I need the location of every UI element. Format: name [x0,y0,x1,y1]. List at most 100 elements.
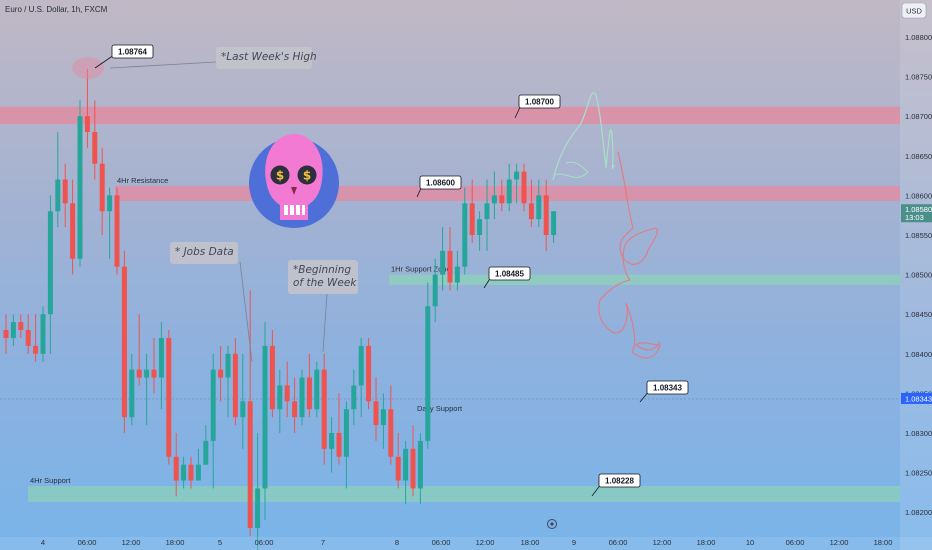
candle [292,377,298,433]
note-jobs-data-bg [170,242,238,264]
callout-label: 1.08600 [426,179,455,188]
projection-down-stroke [598,151,661,359]
candle-body [129,369,135,418]
y-tick-label: 1.08400 [905,350,932,359]
candle [314,361,320,418]
note-pointer [322,293,328,353]
zone-label: 1Hr Support Zone [391,265,451,274]
candle [551,211,557,243]
candle [432,258,438,323]
candle-body [551,211,557,235]
candle-body [432,274,438,307]
zone-label: 4Hr Resistance [117,176,168,185]
candle [410,425,416,497]
candle-body [336,433,342,457]
y-tick-label: 1.08650 [905,152,932,161]
price-callout: 1.08764 [94,44,154,69]
x-tick-label: 06:00 [78,538,97,547]
candle-body [358,345,364,386]
candle-body [321,369,327,449]
candle [477,211,483,251]
candle-body [247,401,253,529]
x-tick-label: 5 [218,538,222,547]
candle [491,171,497,220]
x-tick-label: 06:00 [432,538,451,547]
candle [114,187,120,275]
candle [218,345,224,402]
candle-body [166,337,172,457]
candle-body [262,345,268,489]
candle-body [70,203,76,259]
candle [425,282,431,449]
candle [484,179,490,251]
candle-body [477,219,483,235]
candle [514,163,520,204]
candle [454,250,460,291]
projection-up-stroke [552,92,615,181]
candle [440,227,446,291]
candle [321,353,327,465]
zone-rect [28,486,900,502]
projection-up-loop [554,161,589,178]
callout-label: 1.08485 [495,270,524,279]
currency-badge[interactable]: USD [901,2,927,19]
candle-body [47,211,53,315]
candle-body [284,385,290,402]
x-tick-label: 12:00 [476,538,495,547]
candle [351,369,357,426]
candle-body [107,195,113,212]
x-tick-label: 06:00 [609,538,628,547]
candle [40,306,46,362]
candle-body [403,448,409,481]
callout-leader [94,54,115,69]
chart-settings-icon[interactable] [547,519,557,529]
candle [543,179,549,251]
callout-label: 1.08764 [118,48,147,57]
candle [55,132,61,228]
drawings-layer [552,92,661,359]
candle [336,393,342,465]
candle-body [158,337,164,378]
y-tick-label: 1.08750 [905,73,932,82]
candle-body [114,195,120,267]
x-tick-label: 18:00 [697,538,716,547]
skull-icon: $ $ [249,134,339,228]
time-axis-panel [0,537,932,550]
candle [373,377,379,441]
candle-body [84,116,90,133]
candle-body [210,369,216,441]
y-tick-label: 1.08200 [905,508,932,517]
price-callout: 1.08600 [416,175,462,198]
candle [84,68,90,148]
candle-body [417,440,423,489]
notes-layer: *Last Week's High * Jobs Data *Beginningof… [72,47,358,363]
x-tick-label: 12:00 [122,538,141,547]
candle [358,337,364,418]
candle [195,448,201,481]
x-tick-label: 8 [395,538,399,547]
candle [70,179,76,275]
candle [136,314,142,386]
candle [77,100,83,267]
x-tick-label: 12:00 [653,538,672,547]
candle-body [136,369,142,378]
candle [499,179,505,212]
x-tick-label: 18:00 [166,538,185,547]
candle [447,227,453,291]
y-tick-label: 1.08800 [905,33,932,42]
candle-body [306,377,312,410]
candle-body [528,203,534,220]
note-last-week-high-bg [216,47,312,69]
candle-body [181,464,187,481]
note-last-week-high: *Last Week's High [216,47,317,69]
candle-body [299,377,305,418]
candle [33,314,39,362]
candle-body [10,322,16,338]
candle-body [366,345,372,402]
candle [166,330,172,465]
candle-body [269,345,275,410]
last-price-tag [901,204,932,223]
candle [269,330,275,418]
